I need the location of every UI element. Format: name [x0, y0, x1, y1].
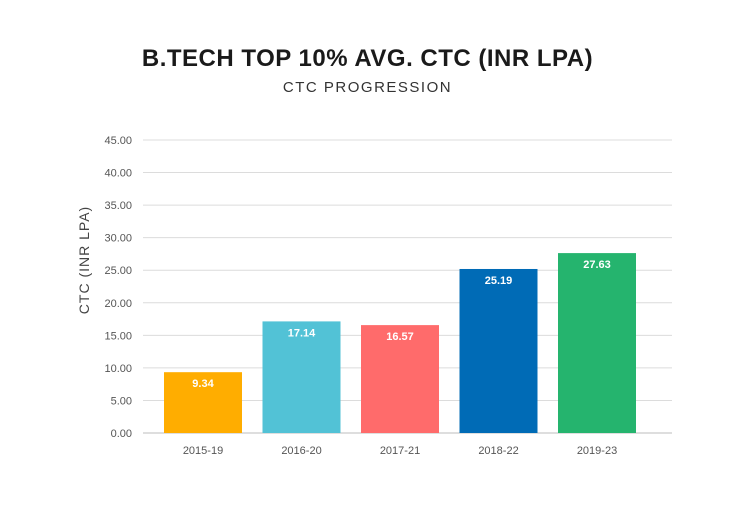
- y-axis-label: CTC (INR LPA): [76, 206, 92, 314]
- y-tick-label: 0.00: [111, 428, 132, 440]
- x-tick-label: 2015-19: [183, 445, 223, 457]
- bar-value-label: 16.57: [386, 331, 414, 343]
- x-tick-label: 2019-23: [577, 445, 617, 457]
- chart-title: B.TECH TOP 10% AVG. CTC (INR LPA): [141, 45, 594, 72]
- bar-value-label: 9.34: [192, 378, 214, 390]
- y-tick-label: 40.00: [104, 168, 132, 180]
- x-tick-label: 2018-22: [478, 445, 518, 457]
- bar-value-label: 25.19: [485, 275, 513, 287]
- y-axis-ticks: 0.00 5.00 10.00 15.00 20.00 25.00 30.00 35.00 40…: [104, 135, 132, 440]
- bar: [459, 268, 538, 433]
- y-tick-label: 5.00: [111, 395, 132, 407]
- bar-value-label: 17.14: [288, 327, 316, 339]
- bar: [361, 325, 439, 433]
- chart-subtitle: CTC PROGRESSION: [282, 79, 453, 96]
- y-tick-label: 15.00: [104, 330, 132, 342]
- bar: [262, 321, 341, 433]
- y-tick-label: 10.00: [104, 363, 132, 375]
- bars: [164, 253, 636, 433]
- y-tick-label: 45.00: [104, 135, 132, 147]
- y-tick-label: 25.00: [104, 265, 132, 277]
- bar-value-labels: 9.34 17.14 16.57 25.19 27.63: [192, 259, 610, 390]
- y-tick-label: 35.00: [104, 200, 132, 212]
- x-axis-ticks: 2015-19 2016-20 2017-21 2018-22 2019-23: [183, 445, 617, 457]
- bar-value-label: 27.63: [583, 259, 611, 271]
- bar: [558, 253, 636, 433]
- y-tick-label: 20.00: [104, 298, 132, 310]
- y-tick-label: 30.00: [104, 233, 132, 245]
- bar: [164, 372, 242, 433]
- x-tick-label: 2016-20: [281, 445, 321, 457]
- x-tick-label: 2017-21: [380, 445, 420, 457]
